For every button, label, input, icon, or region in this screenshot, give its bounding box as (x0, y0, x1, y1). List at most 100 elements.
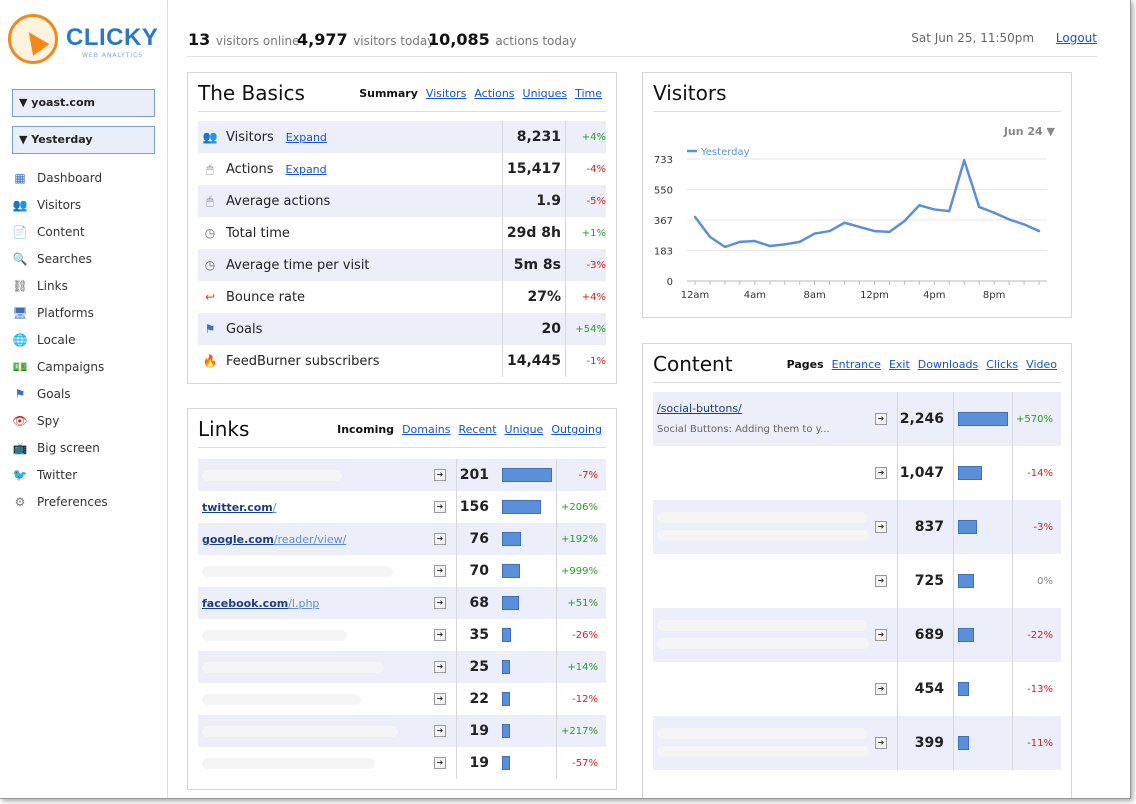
open-external-icon[interactable]: ➜ (434, 597, 446, 609)
tab-recent[interactable]: Recent (458, 423, 497, 436)
open-external-icon[interactable]: ➜ (434, 725, 446, 737)
tab-actions[interactable]: Actions (474, 87, 515, 100)
data-point[interactable] (888, 230, 891, 234)
data-point[interactable] (738, 240, 742, 244)
content-page[interactable]: /social-buttons/Social Buttons: Adding t… (657, 392, 877, 446)
link-referrer[interactable]: facebook.com/l.php (202, 587, 422, 619)
referrer-path[interactable]: / (272, 500, 277, 514)
sidebar-item-visitors[interactable]: 👥 Visitors (12, 191, 108, 218)
data-point[interactable] (948, 209, 951, 213)
referrer-domain[interactable]: google.com (202, 532, 274, 546)
data-point[interactable] (843, 221, 846, 224)
content-page[interactable] (657, 500, 877, 554)
data-point[interactable] (828, 229, 831, 233)
referrer-path[interactable]: /l.php (288, 596, 320, 610)
content-page[interactable] (657, 446, 877, 500)
date-range-select[interactable]: ▼ Yesterday (12, 126, 155, 154)
data-point[interactable] (1037, 229, 1041, 233)
link-referrer[interactable] (202, 683, 422, 715)
data-point[interactable] (708, 235, 712, 239)
link-referrer[interactable]: google.com/reader/view/ (202, 523, 422, 555)
referrer-domain[interactable]: facebook.com (202, 596, 289, 610)
tab-incoming[interactable]: Incoming (337, 423, 395, 436)
data-point[interactable] (783, 243, 786, 246)
open-external-icon[interactable]: ➜ (875, 737, 887, 749)
content-page[interactable] (657, 554, 877, 608)
logout-link[interactable]: Logout (1055, 31, 1097, 45)
page-path[interactable]: /social-buttons/ (657, 402, 742, 415)
tab-clicks[interactable]: Clicks (986, 358, 1019, 371)
open-external-icon[interactable]: ➜ (434, 661, 446, 673)
data-point[interactable] (1022, 223, 1026, 226)
link-referrer[interactable] (202, 459, 422, 491)
data-point[interactable] (693, 215, 697, 219)
data-point[interactable] (753, 239, 757, 243)
link-referrer[interactable] (202, 651, 422, 683)
data-point[interactable] (992, 211, 996, 214)
tab-unique[interactable]: Unique (504, 423, 544, 436)
chart-date-select[interactable]: Jun 24 ▼ (1003, 125, 1055, 138)
tab-summary[interactable]: Summary (359, 87, 418, 100)
link-referrer[interactable] (202, 747, 422, 779)
data-point[interactable] (903, 219, 906, 223)
open-external-icon[interactable]: ➜ (434, 469, 446, 481)
tab-time[interactable]: Time (575, 87, 602, 100)
expand-link[interactable]: Expand (285, 162, 327, 176)
link-referrer[interactable] (202, 555, 422, 587)
sidebar-item-spy[interactable]: 👁 Spy (12, 407, 108, 434)
open-external-icon[interactable]: ➜ (434, 533, 446, 545)
data-point[interactable] (798, 240, 801, 244)
open-external-icon[interactable]: ➜ (875, 683, 887, 695)
data-point[interactable] (723, 245, 727, 249)
tab-domains[interactable]: Domains (402, 423, 451, 436)
open-external-icon[interactable]: ➜ (434, 757, 446, 769)
link-referrer[interactable] (202, 619, 422, 651)
tab-exit[interactable]: Exit (888, 358, 910, 371)
data-point[interactable] (1007, 218, 1011, 221)
clicky-logo[interactable]: CLICKY WEB ANALYTICS (8, 12, 158, 72)
data-point[interactable] (768, 244, 771, 248)
tab-downloads[interactable]: Downloads (917, 358, 979, 371)
open-external-icon[interactable]: ➜ (434, 629, 446, 641)
tab-entrance[interactable]: Entrance (831, 358, 881, 371)
open-external-icon[interactable]: ➜ (875, 575, 887, 587)
sidebar-item-goals[interactable]: ⚑ Goals (12, 380, 108, 407)
open-external-icon[interactable]: ➜ (434, 565, 446, 577)
sidebar-item-content[interactable]: 📄 Content (12, 218, 108, 245)
sidebar-item-searches[interactable]: 🔍 Searches (12, 245, 108, 272)
link-referrer[interactable] (202, 715, 422, 747)
content-page[interactable] (657, 716, 877, 770)
sidebar-item-preferences[interactable]: ⚙ Preferences (12, 488, 108, 515)
data-point[interactable] (963, 159, 966, 162)
sidebar-item-links[interactable]: ⛓ Links (12, 272, 108, 299)
sidebar-item-locale[interactable]: 🌐 Locale (12, 326, 108, 353)
open-external-icon[interactable]: ➜ (875, 629, 887, 641)
data-point[interactable] (858, 225, 861, 229)
open-external-icon[interactable]: ➜ (434, 693, 446, 705)
data-point[interactable] (873, 229, 876, 233)
sidebar-item-big-screen[interactable]: 📺 Big screen (12, 434, 108, 461)
tab-video[interactable]: Video (1026, 358, 1057, 371)
data-point[interactable] (977, 205, 981, 209)
content-page[interactable] (657, 662, 877, 716)
open-external-icon[interactable]: ➜ (875, 521, 887, 533)
tab-visitors[interactable]: Visitors (425, 87, 467, 100)
data-point[interactable] (933, 208, 936, 211)
referrer-domain[interactable]: twitter.com (202, 500, 273, 514)
open-external-icon[interactable]: ➜ (875, 467, 887, 479)
sidebar-item-dashboard[interactable]: ▦ Dashboard (12, 164, 108, 191)
referrer-path[interactable]: /reader/view/ (273, 532, 347, 546)
content-page[interactable] (657, 608, 877, 662)
open-external-icon[interactable]: ➜ (875, 413, 887, 425)
open-external-icon[interactable]: ➜ (434, 501, 446, 513)
tab-pages[interactable]: Pages (786, 358, 824, 371)
site-select[interactable]: ▼ yoast.com (12, 89, 155, 117)
tab-outgoing[interactable]: Outgoing (551, 423, 602, 436)
link-referrer[interactable]: twitter.com / (202, 491, 422, 523)
expand-link[interactable]: Expand (285, 130, 327, 144)
sidebar-item-platforms[interactable]: 🖥 Platforms (12, 299, 108, 326)
sidebar-item-twitter[interactable]: 🐦 Twitter (12, 461, 108, 488)
sidebar-item-campaigns[interactable]: 💵 Campaigns (12, 353, 108, 380)
data-point[interactable] (813, 232, 816, 235)
data-point[interactable] (918, 204, 921, 207)
